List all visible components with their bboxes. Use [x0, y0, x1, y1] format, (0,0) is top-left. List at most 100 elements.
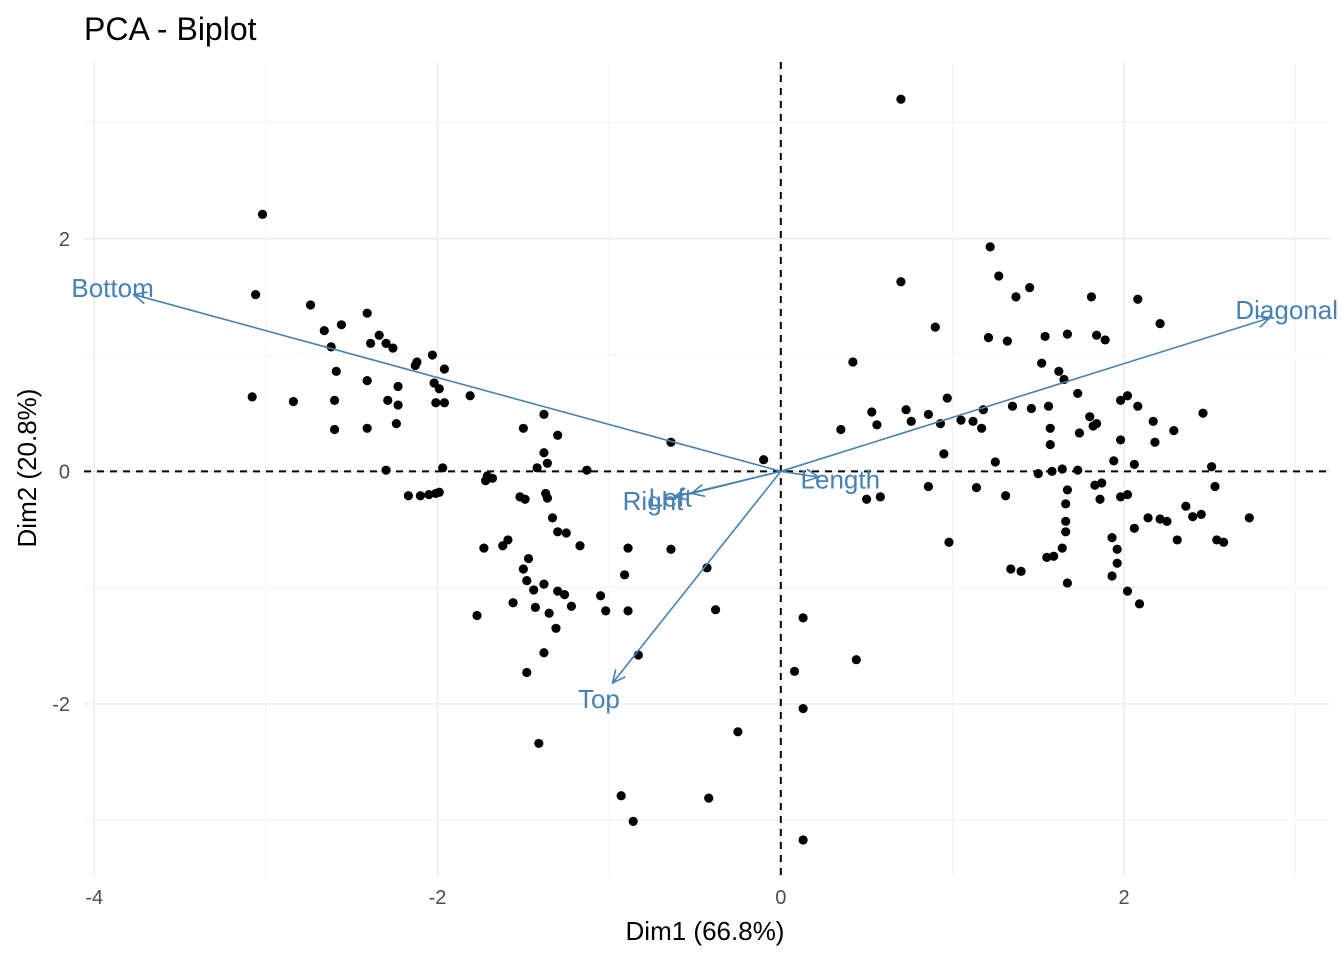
- data-point: [923, 481, 933, 492]
- data-point: [1026, 403, 1036, 414]
- data-point: [1133, 294, 1143, 304]
- data-point: [944, 537, 954, 547]
- data-point: [1109, 456, 1119, 466]
- data-point: [620, 570, 630, 580]
- data-point: [867, 407, 877, 417]
- data-point: [848, 357, 858, 367]
- data-point: [1062, 578, 1073, 588]
- data-point: [1061, 516, 1071, 526]
- data-point: [1196, 509, 1206, 519]
- data-point: [393, 400, 403, 410]
- data-point: [1001, 491, 1011, 501]
- data-point: [1143, 513, 1153, 523]
- data-point: [439, 398, 450, 408]
- data-point: [539, 648, 549, 658]
- data-point: [1100, 335, 1110, 345]
- data-point: [465, 391, 475, 401]
- data-point: [424, 489, 434, 500]
- data-point: [374, 330, 384, 340]
- x-axis-title: Dim1 (66.8%): [626, 916, 785, 946]
- data-point: [331, 366, 341, 376]
- data-point: [329, 424, 340, 435]
- data-point: [1198, 408, 1208, 418]
- data-point: [1016, 566, 1026, 576]
- data-point: [836, 424, 846, 435]
- data-point: [1049, 551, 1059, 561]
- data-point: [518, 423, 528, 433]
- data-point: [759, 455, 769, 465]
- data-point: [1169, 426, 1179, 436]
- data-point: [305, 300, 316, 310]
- y-tick-label: 0: [59, 461, 70, 483]
- data-point: [1057, 464, 1067, 474]
- data-point: [1150, 437, 1160, 447]
- individual-points: [247, 94, 1254, 845]
- data-point: [415, 491, 425, 501]
- arrow-left: [691, 470, 781, 495]
- data-point: [798, 703, 808, 714]
- data-point: [336, 320, 347, 330]
- data-point: [1045, 439, 1055, 450]
- data-point: [1112, 558, 1122, 568]
- data-point: [1188, 512, 1198, 522]
- data-point: [968, 416, 978, 426]
- data-point: [872, 420, 882, 430]
- data-point: [553, 527, 563, 537]
- data-point: [1091, 419, 1102, 429]
- x-tick-label: -4: [85, 887, 103, 909]
- data-point: [994, 271, 1004, 281]
- data-point: [1086, 292, 1097, 302]
- data-point: [362, 376, 372, 386]
- data-point: [1074, 428, 1085, 438]
- data-point: [559, 589, 570, 600]
- x-tick-label: -2: [429, 887, 447, 909]
- data-point: [544, 608, 554, 618]
- data-point: [1011, 292, 1021, 302]
- data-point: [523, 553, 534, 564]
- data-point: [990, 457, 1000, 467]
- data-point: [1095, 494, 1105, 504]
- data-point: [1134, 599, 1145, 609]
- arrowhead-length: [804, 468, 821, 482]
- data-point: [366, 338, 376, 349]
- data-point: [666, 544, 676, 554]
- x-tick-label: 0: [775, 887, 786, 909]
- data-point: [851, 655, 861, 665]
- chart-title: PCA - Biplot: [84, 11, 257, 47]
- data-point: [518, 564, 528, 574]
- data-point: [529, 585, 539, 595]
- arrowhead-left: [689, 483, 706, 498]
- data-point: [923, 409, 933, 419]
- data-point: [702, 563, 712, 573]
- data-point: [251, 289, 261, 300]
- data-point: [710, 605, 721, 615]
- data-point: [798, 835, 808, 845]
- data-point: [1062, 329, 1073, 339]
- data-point: [487, 473, 498, 483]
- data-point: [1047, 466, 1057, 476]
- axis-ticks: -4 -2 0 2 -2 0 2: [52, 229, 1129, 909]
- data-point: [1045, 423, 1055, 433]
- data-point: [977, 423, 987, 433]
- variable-label-length: Length: [801, 464, 881, 494]
- arrowhead-top: [611, 669, 626, 685]
- data-point: [1006, 564, 1016, 574]
- data-point: [393, 381, 403, 392]
- data-point: [1218, 537, 1229, 547]
- data-point: [541, 488, 551, 499]
- data-point: [522, 667, 532, 678]
- data-point: [362, 308, 372, 318]
- data-point: [628, 816, 638, 826]
- data-point: [542, 458, 552, 468]
- data-point: [551, 623, 561, 633]
- data-point: [553, 586, 563, 596]
- data-point: [288, 396, 298, 407]
- data-point: [1025, 282, 1035, 293]
- variable-label-right: Right: [623, 486, 684, 516]
- data-point: [1116, 435, 1126, 445]
- y-axis-title: Dim2 (20.8%): [12, 389, 42, 548]
- data-point: [1133, 401, 1143, 411]
- data-point: [623, 543, 633, 553]
- data-point: [1116, 395, 1126, 405]
